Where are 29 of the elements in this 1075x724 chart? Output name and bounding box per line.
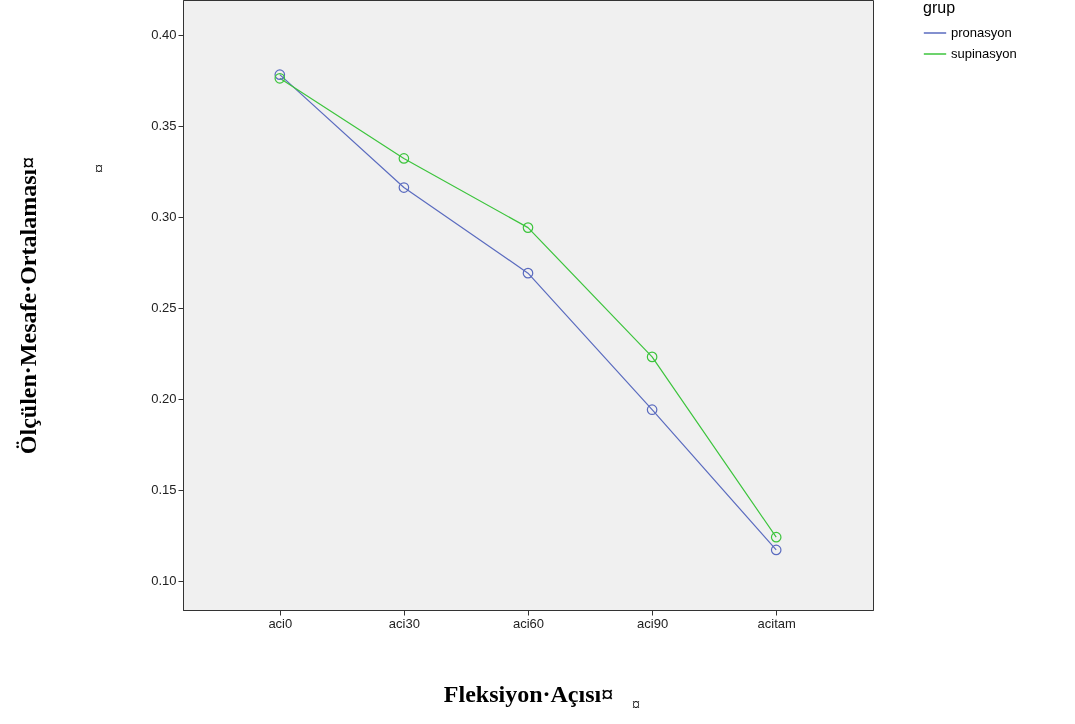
legend-label: pronasyon — [951, 25, 1012, 40]
point — [770, 544, 782, 556]
x-axis-title: Fleksiyon·Açısı¤ — [443, 680, 614, 707]
point — [522, 267, 534, 279]
point — [646, 351, 658, 363]
text: ¤ — [632, 696, 640, 714]
y-tick-label: 0.20 — [151, 391, 177, 407]
x-tick-label: acitam — [757, 615, 796, 631]
y-tick-label: 0.15 — [151, 482, 177, 498]
y-tick-label: 0.40 — [151, 27, 177, 43]
y-tick-label: 0.10 — [151, 573, 177, 589]
y-axis-title: Ölçülen·Mesafe·Ortalaması¤ — [15, 156, 42, 455]
legend-label: supinasyon — [951, 46, 1017, 61]
point — [274, 69, 286, 80]
x-tick-label: aci60 — [512, 615, 545, 631]
x-tick-label: aci90 — [637, 615, 669, 631]
point — [770, 531, 782, 543]
y-tick-label: 0.30 — [151, 209, 177, 225]
point — [522, 222, 534, 233]
x-tick-label: aci30 — [388, 615, 420, 631]
x-tick-label: aci0 — [268, 615, 293, 631]
point — [398, 153, 410, 164]
point — [274, 72, 286, 84]
y-tick-label: 0.25 — [151, 300, 177, 316]
text: ¤ — [95, 160, 103, 178]
y-tick-label: 0.35 — [151, 118, 177, 134]
point — [646, 404, 658, 416]
legend-title: grup — [923, 0, 956, 16]
point — [398, 182, 410, 193]
